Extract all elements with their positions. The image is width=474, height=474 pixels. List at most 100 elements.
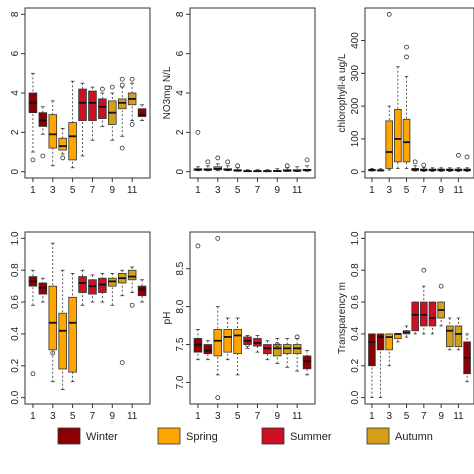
x-tick-label: 3 xyxy=(386,185,392,196)
box-iqr xyxy=(88,90,97,121)
outlier-point xyxy=(195,243,201,249)
outlier-point xyxy=(40,153,46,159)
x-tick-label: 1 xyxy=(195,411,201,422)
outlier-point xyxy=(464,154,470,160)
outlier-point xyxy=(50,350,56,356)
legend-swatch xyxy=(366,427,390,445)
plot-frame xyxy=(364,231,474,405)
box-iqr xyxy=(376,333,385,351)
outlier-point xyxy=(215,395,221,401)
x-tick-label: 11 xyxy=(127,411,138,422)
outlier-point xyxy=(386,11,392,17)
box-iqr xyxy=(213,328,223,357)
box-iqr xyxy=(411,301,419,332)
box-month-7 xyxy=(420,267,428,335)
box-month-9 xyxy=(437,283,445,327)
plot-frame xyxy=(24,231,151,405)
y-tick-label: 1.0 xyxy=(10,231,21,245)
box-month-6 xyxy=(78,269,87,306)
x-tick-label: 3 xyxy=(50,411,56,422)
x-tick-label: 5 xyxy=(235,185,241,196)
box-iqr xyxy=(48,285,58,351)
x-tick-label: 7 xyxy=(421,411,427,422)
box-month-9 xyxy=(273,168,282,172)
outlier-point xyxy=(235,163,241,169)
x-tick-label: 3 xyxy=(386,411,392,422)
y-tick-label: 8 xyxy=(10,11,21,17)
box-iqr xyxy=(78,88,87,121)
x-tick-label: 9 xyxy=(438,411,444,422)
box-month-5 xyxy=(233,317,242,376)
legend-item-winter: Winter xyxy=(57,427,118,445)
x-tick-label: 1 xyxy=(30,185,36,196)
y-axis-label: chlorophyll-a ug/L xyxy=(337,53,348,132)
box-month-8 xyxy=(263,340,272,361)
box-month-5 xyxy=(68,273,77,383)
box-month-10 xyxy=(282,338,292,368)
box-month-3 xyxy=(213,155,223,172)
box-month-8 xyxy=(98,86,107,127)
y-tick-label: 7.0 xyxy=(175,375,186,389)
box-month-1 xyxy=(28,72,38,163)
y-tick-label: 300 xyxy=(350,65,361,82)
outlier-point xyxy=(129,122,135,127)
outlier-point xyxy=(30,157,36,163)
box-iqr xyxy=(127,269,137,281)
y-tick-label: 0 xyxy=(350,168,361,174)
outlier-point xyxy=(456,152,461,158)
x-tick-label: 7 xyxy=(90,185,96,196)
x-tick-label: 7 xyxy=(255,185,261,196)
box-iqr xyxy=(385,333,393,351)
box-iqr xyxy=(273,344,282,357)
box-iqr xyxy=(48,114,58,149)
box-month-3 xyxy=(48,242,58,383)
box-month-5 xyxy=(233,163,242,172)
box-iqr xyxy=(98,98,107,119)
box-month-4 xyxy=(223,317,232,361)
x-tick-label: 7 xyxy=(255,411,261,422)
x-tick-label: 11 xyxy=(453,185,464,196)
y-tick-label: 0 xyxy=(175,168,186,174)
box-iqr xyxy=(454,325,463,348)
box-month-4 xyxy=(223,159,232,172)
box-month-7 xyxy=(253,335,262,353)
box-month-3 xyxy=(385,11,393,171)
outlier-point xyxy=(119,360,125,365)
y-tick-label: 0.0 xyxy=(350,390,361,404)
outlier-point xyxy=(245,342,250,347)
y-axis-label: pH xyxy=(162,312,173,325)
y-tick-label: 8.5 xyxy=(175,261,186,275)
x-tick-label: 1 xyxy=(369,411,375,422)
x-tick-label: 11 xyxy=(127,185,138,196)
box-iqr xyxy=(394,108,402,163)
box-month-6 xyxy=(411,159,419,172)
y-tick-label: 4 xyxy=(10,90,21,96)
plot-frame xyxy=(189,7,316,179)
outlier-point xyxy=(404,44,409,50)
x-tick-label: 3 xyxy=(215,411,221,422)
outlier-point xyxy=(304,157,310,163)
box-month-2 xyxy=(376,333,385,399)
x-tick-label: 9 xyxy=(110,411,116,422)
x-tick-label: 9 xyxy=(275,411,281,422)
y-tick-label: 0 xyxy=(10,168,21,174)
box-month-5 xyxy=(68,80,77,169)
x-tick-label: 5 xyxy=(70,411,76,422)
y-tick-label: 6 xyxy=(175,50,186,56)
y-axis-label: NO3mg N/L xyxy=(162,66,173,119)
x-tick-label: 7 xyxy=(90,411,96,422)
box-month-7 xyxy=(420,162,428,172)
box-month-6 xyxy=(78,82,87,157)
box-month-9 xyxy=(437,167,445,172)
outlier-point xyxy=(421,267,427,273)
box-iqr xyxy=(223,328,232,353)
box-month-2 xyxy=(203,340,213,361)
outlier-point xyxy=(215,235,221,241)
box-month-1 xyxy=(28,269,38,377)
box-month-12 xyxy=(463,333,471,383)
y-tick-label: 0.6 xyxy=(10,295,21,309)
y-tick-label: 7.5 xyxy=(175,337,186,351)
box-month-10 xyxy=(117,269,127,365)
box-month-1 xyxy=(368,168,376,172)
panel-bottom-left: 0.0 0.2 0.4 0.6 0.8 1.0 1 3 5 7 9 11 xyxy=(10,231,151,422)
